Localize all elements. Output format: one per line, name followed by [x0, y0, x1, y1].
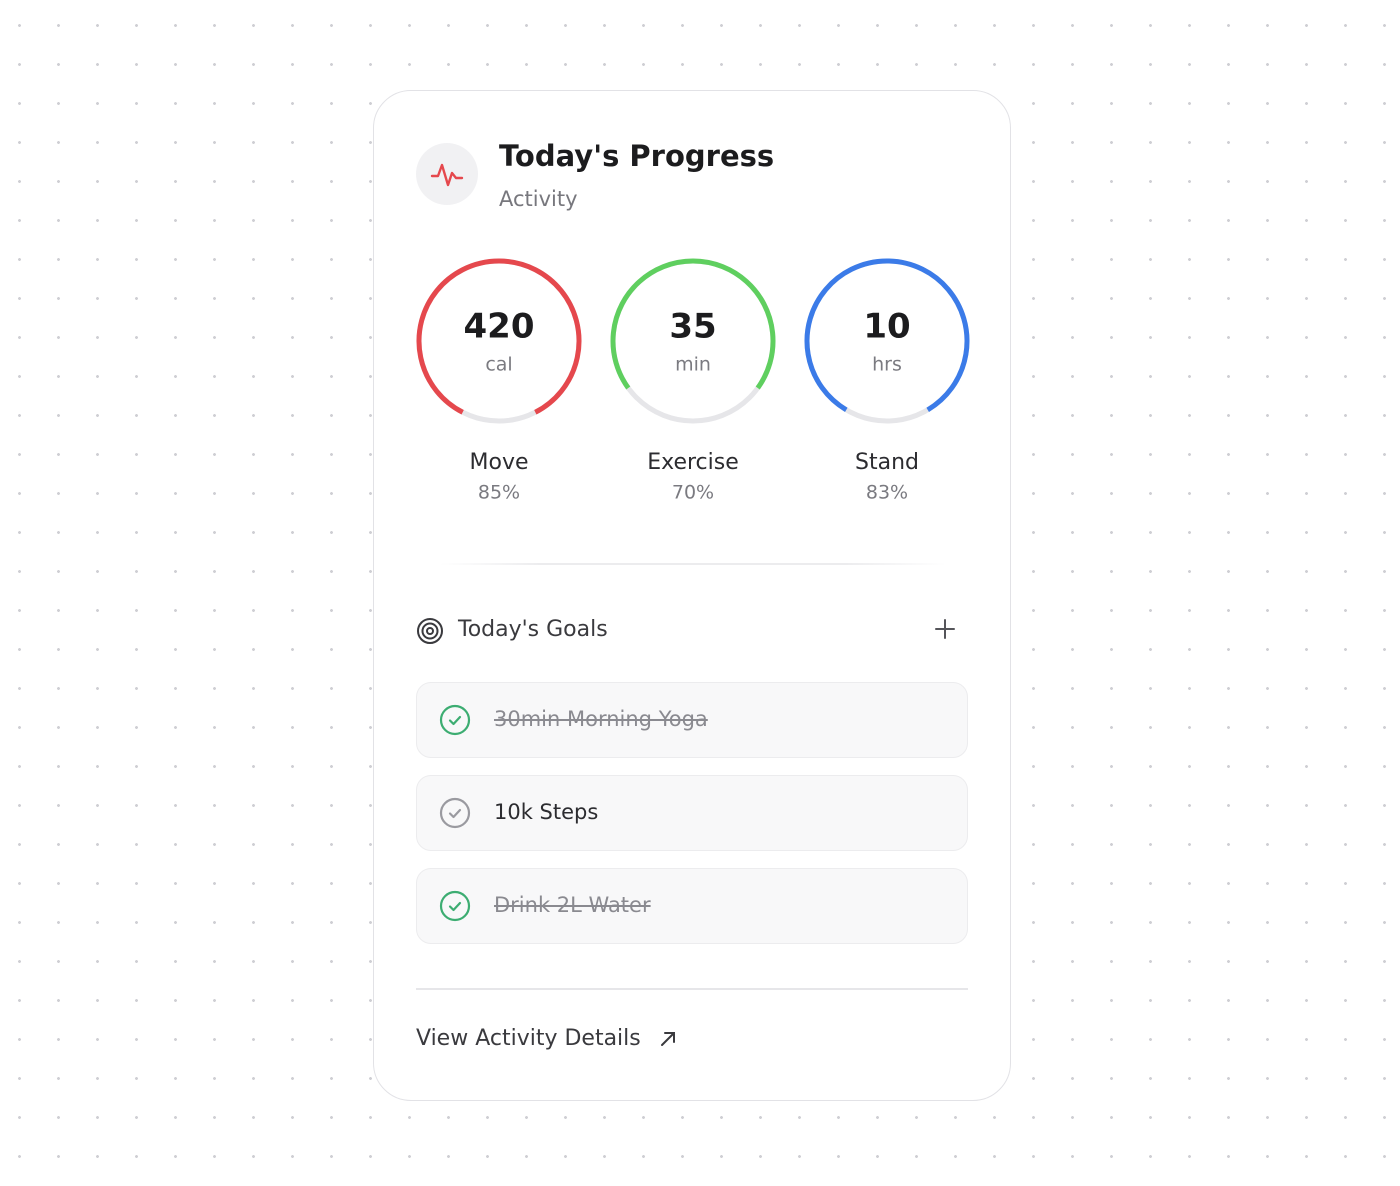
ring-progress: [804, 258, 970, 413]
goals-title: Today's Goals: [458, 617, 608, 642]
ring-percent: 83%: [866, 482, 908, 504]
ring-value: 10: [863, 307, 910, 347]
divider: [440, 563, 946, 565]
ring-value: 420: [464, 307, 535, 347]
goal-check[interactable]: [439, 890, 471, 922]
ring-value: 35: [669, 307, 716, 347]
ring-label: Exercise: [647, 450, 739, 475]
activity-icon: [416, 143, 478, 205]
ring-percent: 85%: [478, 482, 520, 504]
goal-item[interactable]: 30min Morning Yoga: [416, 682, 968, 758]
ring-unit: hrs: [872, 354, 902, 376]
rings: 420 cal Move 85% 35 min Exercise 70% 10 hrs Stand 8…: [416, 258, 970, 504]
activity-card: Today's Progress Activity 420 cal Move 85% 3…: [373, 90, 1011, 1101]
goal-text: Drink 2L Water: [494, 893, 651, 917]
goal-text: 30min Morning Yoga: [494, 707, 708, 731]
ring-progress: [416, 258, 582, 415]
arrow-icon: [660, 1031, 675, 1046]
goal-text: 10k Steps: [494, 800, 599, 824]
goal-check[interactable]: [439, 797, 471, 829]
link-text[interactable]: View Activity Details: [416, 1026, 641, 1051]
details-link[interactable]: View Activity Details: [416, 1026, 677, 1051]
goal-check[interactable]: [439, 704, 471, 736]
ring-percent: 70%: [672, 482, 714, 504]
target-icon: [417, 618, 443, 644]
ring-label: Move: [470, 450, 529, 475]
title: Today's Progress: [499, 139, 775, 173]
goal-item[interactable]: Drink 2L Water: [416, 868, 968, 944]
ring-progress: [610, 258, 776, 390]
divider: [416, 988, 968, 990]
ring-unit: min: [675, 354, 711, 376]
ring-label: Stand: [855, 450, 919, 475]
subtitle: Activity: [499, 187, 578, 211]
add-goal-button[interactable]: [934, 618, 956, 640]
ring-unit: cal: [485, 354, 512, 376]
goal-item[interactable]: 10k Steps: [416, 775, 968, 851]
